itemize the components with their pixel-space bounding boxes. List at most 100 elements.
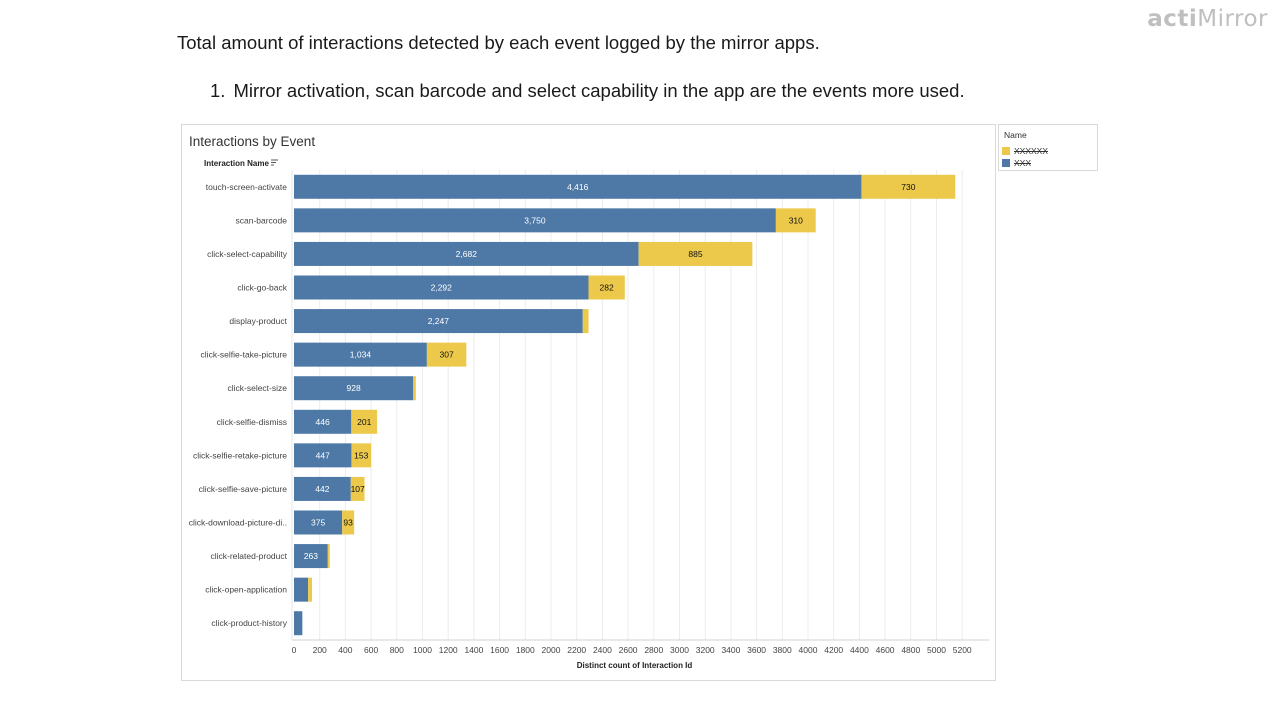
legend-label: XXXXXX [1014,145,1049,156]
legend-item[interactable]: XXX [1002,157,1031,168]
bar-segment-xxx [294,376,414,401]
bar-segment-xxx [294,476,351,501]
row-header-label: Interaction Name [204,159,269,168]
data-label: 446 [316,417,330,427]
bullet-text: Mirror activation, scan barcode and sele… [233,80,965,101]
bar-segment-xxxxxx [775,208,816,233]
x-tick-label: 1600 [490,645,509,655]
bar-segment-xxxxxx [350,476,365,501]
data-label: 282 [600,283,614,293]
data-label: 307 [440,350,454,360]
x-tick-label: 600 [364,645,378,655]
x-tick-label: 3600 [747,645,766,655]
legend-title: Name [1004,130,1027,140]
data-label: 4,416 [567,182,589,192]
category-label: click-selfie-save-picture [199,484,288,494]
x-tick-label: 800 [390,645,404,655]
category-label: display-product [229,316,287,326]
x-tick-label: 400 [338,645,352,655]
category-label: click-selfie-retake-picture [193,450,287,460]
category-label: click-select-size [227,383,287,393]
bar-segment-xxxxxx [308,577,312,602]
bar-segment-xxx [294,275,589,300]
category-label: click-selfie-dismiss [217,417,287,427]
x-tick-label: 2400 [593,645,612,655]
data-label: 928 [347,383,361,393]
data-label: 2,292 [431,283,453,293]
category-label: scan-barcode [235,215,287,225]
x-tick-label: 0 [292,645,297,655]
data-label: 730 [901,182,915,192]
bar-segment-xxx [294,611,303,636]
bar-segment-xxxxxx [327,544,330,569]
data-label: 93 [343,518,353,528]
x-tick-label: 4200 [824,645,843,655]
data-label: 201 [357,417,371,427]
bar-segment-xxx [294,577,309,602]
x-tick-label: 1000 [413,645,432,655]
bar-segment-xxxxxx [638,241,753,266]
bullet-item: 1. Mirror activation, scan barcode and se… [210,80,965,102]
bar-segment-xxx [294,241,639,266]
x-tick-label: 5000 [927,645,946,655]
bar-chart: Interaction Name 0 200 400 600 800 1000 1200 140… [189,159,989,670]
bar-segment-xxx [294,409,352,434]
data-label: 310 [789,215,803,225]
x-tick-label: 2800 [644,645,663,655]
bar-segment-xxxxxx [861,174,956,199]
chart-title: Interactions by Event [189,134,316,149]
x-tick-label: 2200 [567,645,586,655]
bar-segment-xxxxxx [351,443,372,468]
data-label: 375 [311,518,325,528]
x-tick-label: 3800 [773,645,792,655]
x-tick-label: 3400 [721,645,740,655]
bar-segment-xxxxxx [342,510,355,535]
legend-item[interactable]: XXXXXX [1002,145,1048,156]
category-label: click-go-back [237,283,287,293]
data-label: 885 [688,249,702,259]
bar-segment-xxx [294,342,427,367]
x-tick-label: 4000 [799,645,818,655]
bar-segment-xxx [294,443,352,468]
x-tick-label: 1400 [464,645,483,655]
x-tick-label: 2000 [542,645,561,655]
category-label: click-select-capability [207,249,288,259]
x-tick-label: 4600 [876,645,895,655]
bar-segment-xxxxxx [582,309,589,334]
legend-swatch [1002,146,1010,155]
category-label: click-selfie-take-picture [201,350,288,360]
bar-segment-xxx [294,208,776,233]
x-tick-label: 5200 [953,645,972,655]
data-label: 1,034 [350,350,372,360]
category-label: click-download-picture-di.. [189,518,287,528]
legend-swatch [1002,158,1010,167]
x-tick-label: 1200 [439,645,458,655]
brand-logo: actiMirror [1147,6,1268,32]
data-label: 447 [316,450,330,460]
bar-segment-xxxxxx [351,409,378,434]
category-label: click-related-product [210,551,287,561]
x-tick-label: 2600 [619,645,638,655]
bar-segment-xxx [294,309,583,334]
bar-segment-xxx [294,174,862,199]
data-label: 263 [304,551,318,561]
bar-segment-xxxxxx [588,275,625,300]
category-label: click-open-application [205,585,287,595]
data-label: 2,682 [456,249,478,259]
brand-prefix: acti [1147,6,1198,32]
brand-suffix: Mirror [1197,6,1268,32]
bar-segment-xxxxxx [426,342,467,367]
data-label: 2,247 [428,316,450,326]
x-tick-label: 1800 [516,645,535,655]
chart-panel: Interactions by Event Interaction Name 0 2… [181,124,996,681]
data-label: 442 [315,484,329,494]
page-heading: Total amount of interactions detected by… [177,32,820,53]
x-tick-label: 200 [313,645,327,655]
x-tick-label: 4800 [901,645,920,655]
bar-segment-xxxxxx [413,376,416,401]
category-label: click-product-history [211,618,287,628]
legend-label: XXX [1014,157,1032,168]
legend: Name XXXXXX XXX [998,124,1098,171]
bar-segment-xxx [294,544,328,569]
bar-segment-xxx [294,510,343,535]
